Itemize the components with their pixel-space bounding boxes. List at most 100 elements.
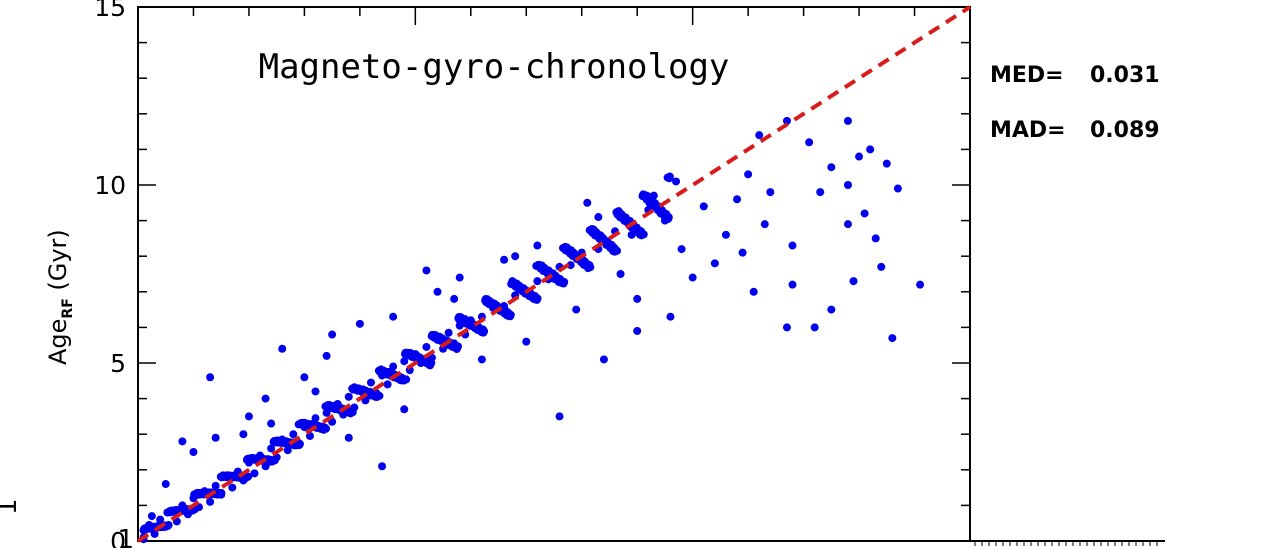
- scatter-point: [400, 350, 409, 359]
- scatter-point: [893, 184, 902, 193]
- scatter-point: [782, 323, 791, 332]
- scatter-point: [555, 412, 564, 421]
- y-axis-label-sub: RF: [60, 298, 76, 318]
- scatter-point: [827, 305, 836, 314]
- scatter-point: [788, 241, 797, 250]
- svg-text:AgeRF (Gyr): AgeRF (Gyr): [44, 229, 76, 365]
- scatter-point: [532, 261, 541, 270]
- scatter-point: [616, 270, 625, 278]
- scatter-point: [583, 198, 592, 207]
- scatter-point: [849, 277, 858, 286]
- scatter-point: [355, 319, 364, 328]
- scatter-point: [633, 294, 642, 303]
- scatter-point: [843, 220, 852, 229]
- scatter-point: [322, 351, 331, 360]
- scatter-point: [228, 483, 237, 492]
- scatter-point: [810, 323, 819, 332]
- scatter-point: [882, 159, 891, 168]
- scatter-point: [278, 344, 287, 353]
- y-axis-label: AgeRF (Gyr): [44, 229, 76, 365]
- scatter-point: [349, 385, 358, 394]
- scatter-point: [500, 255, 509, 264]
- scatter-point: [244, 412, 253, 421]
- scatter-point: [749, 287, 758, 296]
- scatter-point: [782, 116, 791, 125]
- scatter-point: [672, 177, 681, 186]
- scatter-point: [378, 462, 387, 471]
- scatter-point: [710, 259, 719, 268]
- scatter-point: [594, 213, 603, 222]
- scatter-point: [217, 473, 226, 482]
- scatter-point: [400, 357, 409, 366]
- scatter-point: [755, 131, 764, 140]
- scatter-point: [866, 145, 875, 154]
- scatter-point: [455, 273, 464, 282]
- scatter-point: [195, 490, 204, 499]
- scatter-point: [568, 251, 577, 260]
- scatter-point: [211, 433, 220, 442]
- scatter-point: [843, 181, 852, 189]
- scatter-point: [533, 277, 542, 286]
- scatter-point: [324, 403, 333, 412]
- scatter-point: [311, 387, 320, 396]
- scatter-point: [599, 355, 608, 364]
- scatter-point: [888, 334, 897, 343]
- svg-text:1: 1: [0, 498, 23, 515]
- scatter-point: [609, 247, 618, 256]
- scatter-point: [871, 234, 880, 243]
- edge-label-2: 1: [117, 525, 134, 548]
- scatter-point: [319, 425, 328, 434]
- scatter-point: [330, 405, 339, 414]
- scatter-point: [389, 312, 398, 321]
- scatter-point: [344, 392, 353, 401]
- scatter-point: [666, 312, 675, 321]
- scatter-point: [250, 469, 259, 478]
- y-tick-label: 15: [94, 0, 126, 22]
- scatter-point: [827, 163, 836, 172]
- scatter-point: [366, 378, 375, 387]
- scatter-point: [161, 480, 170, 489]
- scatter-point: [283, 446, 292, 455]
- scatter-point: [860, 209, 869, 218]
- scatter-point: [507, 280, 516, 289]
- plot-frame: [137, 6, 971, 542]
- scatter-point: [522, 337, 531, 346]
- scatter-point: [877, 262, 886, 271]
- scatter-point: [289, 430, 298, 439]
- scatter-point: [389, 362, 398, 371]
- scatter-point: [407, 352, 416, 361]
- scatter-point: [166, 508, 175, 517]
- scatter-point: [733, 195, 742, 204]
- scatter-point: [816, 188, 825, 197]
- scatter-point: [328, 330, 337, 339]
- scatter-point: [633, 326, 642, 335]
- stat-med-label: MED=: [990, 63, 1064, 88]
- stat-med-value: 0.031: [1090, 63, 1160, 88]
- scatter-point: [396, 376, 405, 385]
- scatter-point: [422, 342, 431, 351]
- scatter-point: [272, 438, 281, 447]
- scatter-point: [677, 245, 686, 254]
- scatter-point: [426, 361, 435, 370]
- scatter-point: [590, 231, 599, 240]
- y-tick-label: 10: [94, 171, 126, 200]
- scatter-point: [855, 152, 864, 161]
- y-axis-label-main: Age: [44, 319, 72, 365]
- scatter-point: [189, 448, 198, 456]
- scatter-point: [539, 266, 548, 275]
- scatter-point: [477, 355, 486, 364]
- scatter-point: [147, 512, 156, 521]
- scatter-point: [484, 300, 493, 309]
- scatter-point: [638, 192, 647, 201]
- scatter-point: [206, 373, 215, 382]
- scatter-point: [311, 414, 320, 423]
- scatter-point: [579, 260, 588, 269]
- scatter-point: [760, 220, 769, 229]
- y-tick-label: 5: [110, 349, 126, 378]
- scatter-point: [430, 333, 439, 342]
- scatter-point: [843, 116, 852, 125]
- scatter-point: [383, 380, 392, 389]
- scatter-point: [663, 173, 672, 182]
- scatter-point: [462, 319, 471, 328]
